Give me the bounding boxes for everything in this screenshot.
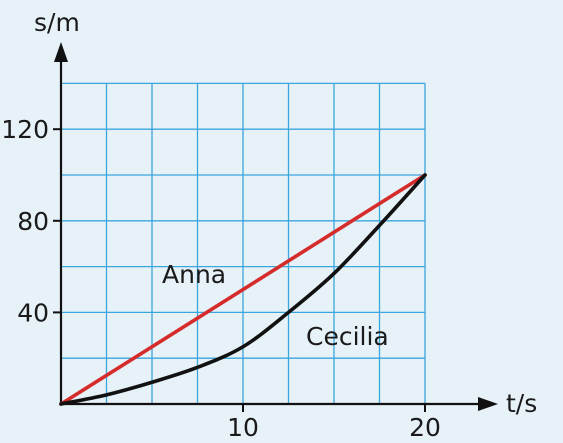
axis-ticks: 40 80 120 10 20 <box>1 115 441 442</box>
y-axis-arrow-icon <box>54 42 68 62</box>
y-tick-label: 40 <box>17 298 49 327</box>
x-tick-label: 20 <box>409 413 441 442</box>
x-axis-arrow-icon <box>478 397 498 411</box>
y-tick-label: 120 <box>1 115 49 144</box>
y-tick-label: 80 <box>17 207 49 236</box>
series-line-anna <box>59 173 427 406</box>
x-axis-label: t/s <box>506 389 537 418</box>
x-tick-label: 10 <box>227 413 259 442</box>
series-label-anna: Anna <box>162 260 226 289</box>
series-label-cecilia: Cecilia <box>306 322 389 351</box>
y-axis-label: s/m <box>34 8 80 37</box>
series-line-cecilia <box>59 173 427 406</box>
chart-grid <box>61 82 426 404</box>
series-lines <box>59 173 427 406</box>
